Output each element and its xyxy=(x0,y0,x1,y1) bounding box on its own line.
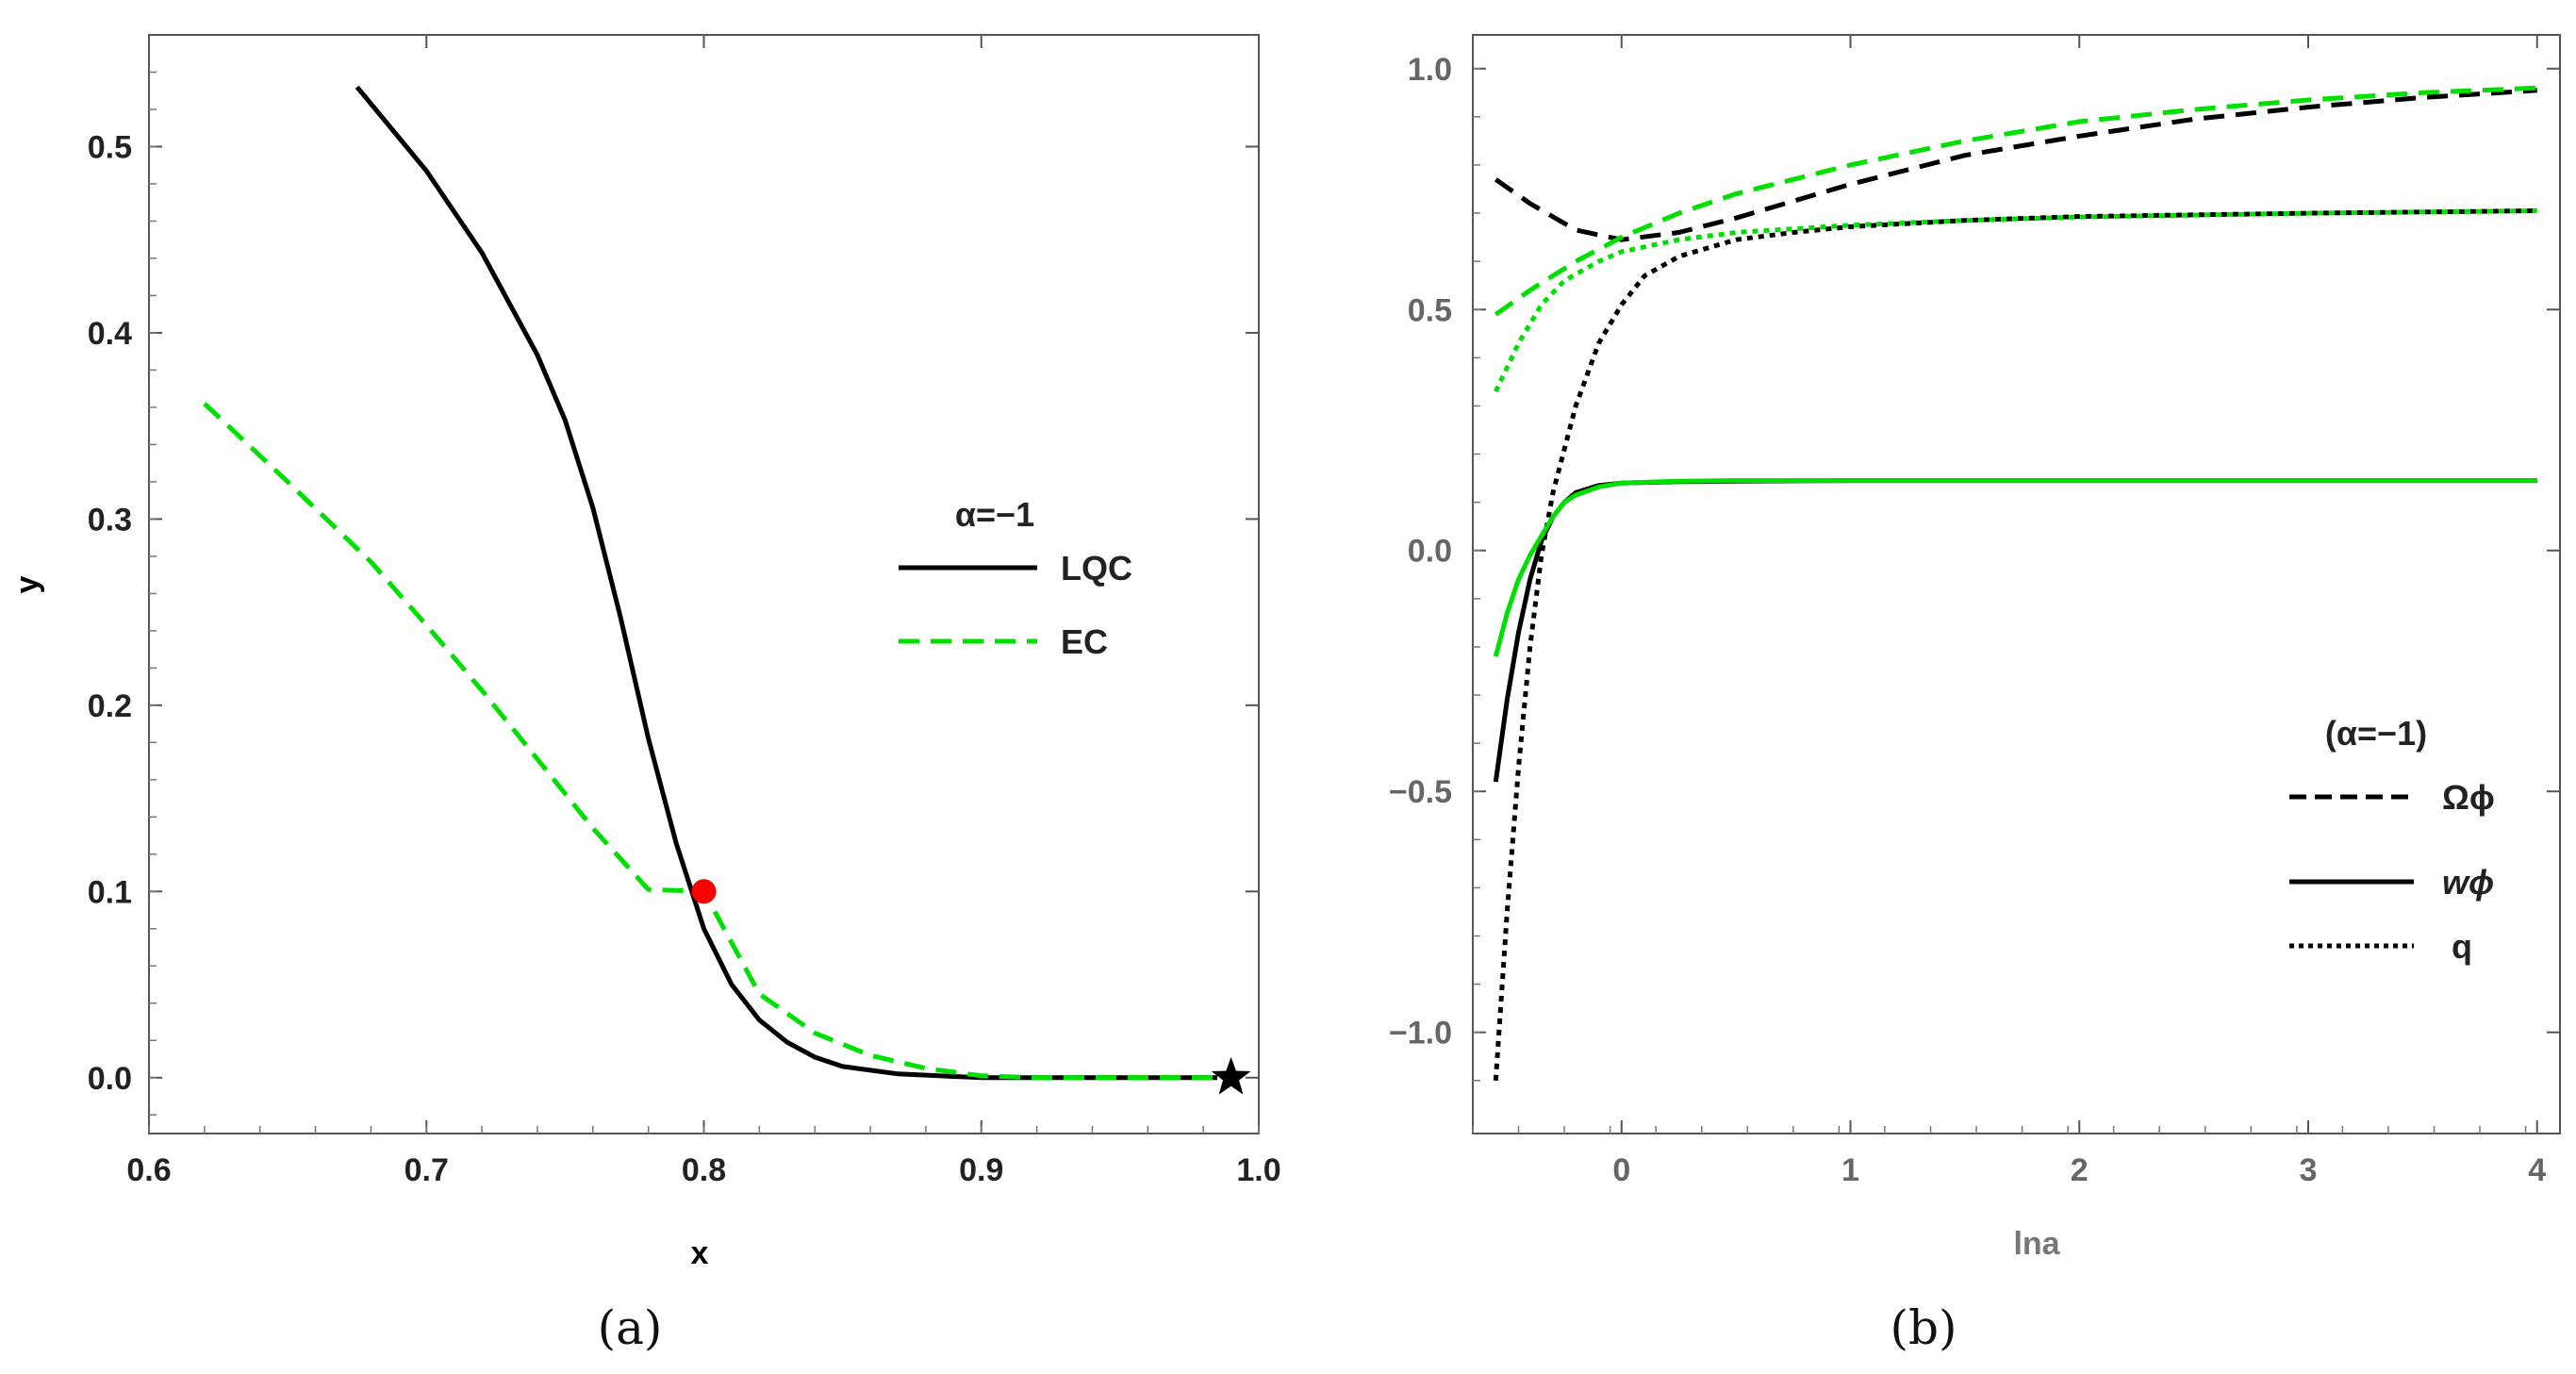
panel-caption-a: (a) xyxy=(598,1300,663,1355)
x-tick-label: 1.0 xyxy=(1236,1152,1280,1188)
y-tick-label: 0.0 xyxy=(1408,534,1452,570)
y-tick-label: 0.4 xyxy=(88,316,132,352)
x-tick-label: 0.6 xyxy=(126,1152,171,1188)
x-tick-label: 2 xyxy=(2071,1152,2089,1188)
legend-label-q: q xyxy=(2452,927,2472,966)
panel-b: 0 1 2 3 4 −1.0 −0.5 0.0 0.5 1.0 lna (α=−1) Ωϕ wϕ … xyxy=(1389,34,2561,1355)
x-tick-label: 4 xyxy=(2528,1152,2546,1188)
fixed-point-star xyxy=(1211,1056,1251,1095)
legend-label-w: wϕ xyxy=(2442,863,2494,902)
y-tick-label: 1.0 xyxy=(1408,52,1452,88)
y-tick-label: 0.1 xyxy=(88,874,132,910)
x-tick-label: 0.9 xyxy=(959,1152,1003,1188)
x-tick-label: 1 xyxy=(1841,1152,1859,1188)
y-axis-label-a: y xyxy=(9,575,45,593)
series-line-q-ec xyxy=(1494,208,2537,393)
x-tick-label: 0.8 xyxy=(682,1152,726,1188)
x-tick-label: 0 xyxy=(1612,1152,1630,1188)
x-tick-label: 3 xyxy=(2300,1152,2318,1188)
x-axis-label-b: lna xyxy=(2013,1226,2060,1262)
legend-a: α=−1 LQC EC xyxy=(899,495,1132,661)
y-tick-label: −0.5 xyxy=(1389,774,1452,810)
panel-caption-b: (b) xyxy=(1890,1300,1957,1355)
panel-a: 0.6 0.7 0.8 0.9 1.0 0.0 0.1 0.2 0.3 0.4 0.5 x y α=… xyxy=(9,34,1281,1355)
series-line-w-ec xyxy=(1493,478,2537,657)
legend-b: (α=−1) Ωϕ wϕ q xyxy=(2289,714,2495,966)
legend-title-b: (α=−1) xyxy=(2325,714,2427,753)
legend-label-omega: Ωϕ xyxy=(2442,778,2495,817)
y-tick-label: −1.0 xyxy=(1389,1016,1452,1051)
y-tick-label: 0.5 xyxy=(1408,292,1452,328)
series-line-lqc xyxy=(355,85,1217,1081)
legend-title-a: α=−1 xyxy=(955,495,1034,534)
intersection-point xyxy=(691,879,717,904)
legend-label-lqc: LQC xyxy=(1061,549,1132,588)
series-line--ec xyxy=(1494,85,2537,317)
series-line--lqc xyxy=(1494,88,2537,242)
plot-frame-b xyxy=(1472,34,2561,1134)
x-axis-label-a: x xyxy=(691,1235,709,1271)
y-tick-label: 0.0 xyxy=(88,1061,132,1097)
y-tick-label: 0.2 xyxy=(88,688,132,724)
x-tick-label: 0.7 xyxy=(405,1152,449,1188)
legend-label-ec: EC xyxy=(1061,622,1108,661)
plot-frame-a xyxy=(148,34,1260,1134)
y-tick-label: 0.3 xyxy=(88,502,132,538)
y-tick-label: 0.5 xyxy=(88,129,132,165)
